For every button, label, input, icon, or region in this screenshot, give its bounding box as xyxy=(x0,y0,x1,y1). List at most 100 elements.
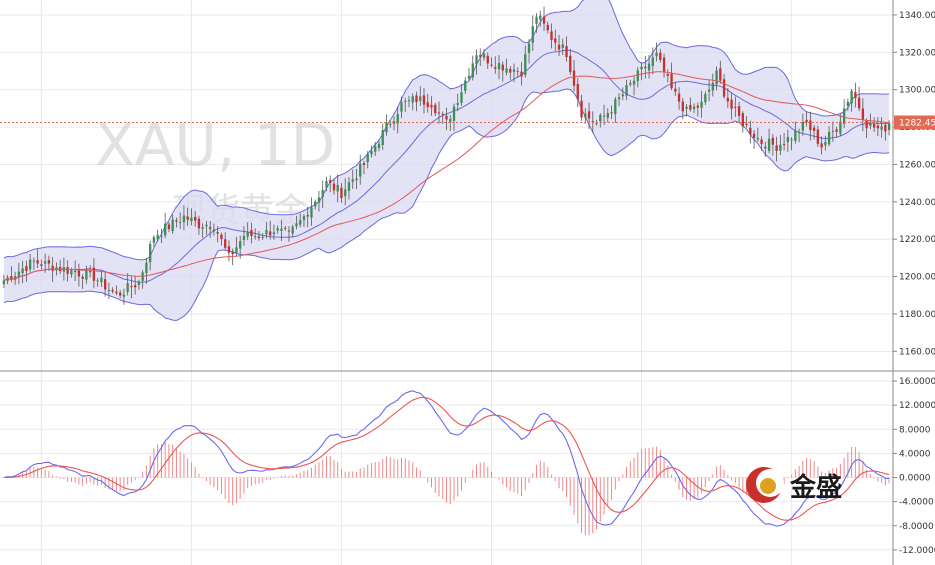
candle xyxy=(561,38,564,56)
candle-body xyxy=(711,82,714,91)
candle-body xyxy=(422,95,426,105)
candle xyxy=(782,133,786,151)
candle xyxy=(340,182,343,203)
candle-body xyxy=(629,83,632,85)
candle-body xyxy=(51,265,54,272)
candle-body xyxy=(857,97,861,109)
candle-body xyxy=(576,83,579,100)
candle xyxy=(711,73,714,97)
candle xyxy=(85,265,88,284)
candle-body xyxy=(801,122,805,131)
candle-body xyxy=(370,151,373,155)
candle xyxy=(670,62,673,91)
candle-body xyxy=(126,283,129,293)
candle xyxy=(284,225,287,231)
candle-body xyxy=(434,104,437,114)
candle-body xyxy=(670,73,673,89)
last-price-tag xyxy=(894,115,935,130)
candle-body xyxy=(636,70,639,82)
candle-body xyxy=(831,130,835,132)
candle xyxy=(767,128,771,154)
candle xyxy=(734,96,737,117)
macd-line xyxy=(3,390,890,527)
candle-body xyxy=(107,289,111,291)
candle xyxy=(625,79,628,101)
candle xyxy=(872,117,876,132)
candle-body xyxy=(167,224,171,230)
candle xyxy=(156,229,159,242)
candle xyxy=(715,66,718,91)
candle xyxy=(749,120,752,144)
candle-body xyxy=(66,267,69,274)
candle-body xyxy=(415,95,418,103)
jinsheng-logo: 金盛 xyxy=(746,467,842,503)
candle xyxy=(794,121,797,144)
candle-body xyxy=(73,270,77,273)
candle-body xyxy=(595,122,598,124)
candle xyxy=(407,95,411,108)
candle xyxy=(96,277,99,287)
candle xyxy=(370,145,373,158)
candle xyxy=(265,222,268,239)
candle-body xyxy=(246,231,249,237)
candle-body xyxy=(756,137,760,140)
candle xyxy=(171,214,174,234)
candle xyxy=(730,92,733,120)
candle xyxy=(269,220,272,240)
price-tick-label: 1240.00 xyxy=(899,198,935,208)
candle xyxy=(28,253,32,272)
candle-body xyxy=(36,260,39,264)
candle-body xyxy=(186,216,189,220)
price-tick-label: 1200.00 xyxy=(899,273,935,283)
candle-body xyxy=(111,289,114,292)
candle-body xyxy=(224,239,227,248)
candle-body xyxy=(647,63,651,71)
candle-body xyxy=(835,129,838,132)
candle xyxy=(385,114,388,136)
candle-body xyxy=(539,15,542,20)
candle-body xyxy=(617,97,621,100)
candle-body xyxy=(299,219,302,225)
candle xyxy=(250,222,253,244)
candle xyxy=(17,262,21,285)
candle-body xyxy=(809,120,812,131)
candle-body xyxy=(644,66,647,69)
candle-body xyxy=(745,123,748,126)
candle-body xyxy=(531,26,534,43)
candle xyxy=(107,282,111,300)
candle xyxy=(257,231,261,241)
candle xyxy=(415,91,418,112)
candle-body xyxy=(749,127,752,135)
candle xyxy=(306,206,309,228)
candle xyxy=(846,98,850,111)
candle xyxy=(164,212,167,239)
candle-body xyxy=(21,268,24,274)
candle-body xyxy=(692,106,696,110)
candle xyxy=(820,136,823,155)
candle xyxy=(479,48,482,66)
candle xyxy=(610,105,613,120)
candle xyxy=(272,224,276,240)
candle-body xyxy=(306,215,309,217)
candle xyxy=(550,23,553,49)
candle-body xyxy=(869,122,872,126)
candle-body xyxy=(216,232,219,234)
candle xyxy=(430,96,433,116)
candle-body xyxy=(329,180,332,183)
candle-body xyxy=(332,183,336,191)
candle-body xyxy=(145,262,148,274)
candle-body xyxy=(572,70,576,86)
candle xyxy=(617,93,621,107)
candle xyxy=(130,276,133,299)
candle-body xyxy=(404,101,407,103)
candle-body xyxy=(276,228,279,231)
candle xyxy=(88,265,92,278)
candle xyxy=(584,108,587,124)
candle xyxy=(115,285,118,296)
candle-body xyxy=(704,94,707,103)
candle xyxy=(160,228,163,244)
candle-body xyxy=(816,129,820,144)
candle xyxy=(865,118,868,139)
candle xyxy=(411,93,414,111)
candle xyxy=(145,258,148,284)
